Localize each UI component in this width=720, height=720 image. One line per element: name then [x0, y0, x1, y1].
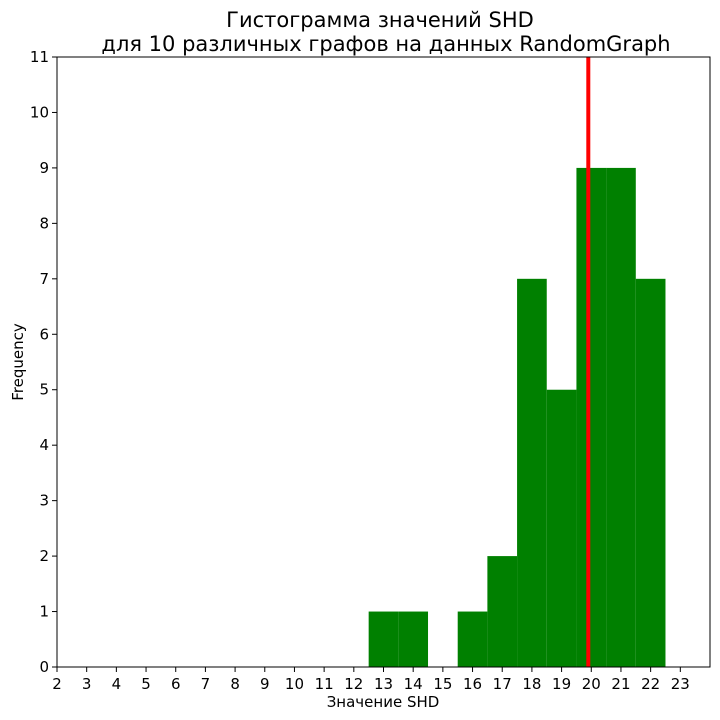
y-tick-label: 1 [39, 603, 49, 621]
histogram-bar [368, 611, 399, 667]
y-tick-label: 6 [39, 325, 49, 343]
y-axis-label: Frequency [9, 323, 27, 401]
x-tick-label: 4 [112, 675, 122, 693]
x-tick-label: 16 [463, 675, 482, 693]
histogram-bar [546, 389, 577, 667]
histogram-bar [398, 611, 429, 667]
x-tick-label: 14 [404, 675, 423, 693]
y-tick-label: 4 [39, 436, 49, 454]
chart-title-line1: Гистограмма значений SHD [226, 8, 534, 32]
x-tick-label: 20 [582, 675, 601, 693]
histogram-bar [487, 556, 518, 667]
histogram-bar [635, 278, 666, 667]
x-tick-label: 22 [641, 675, 660, 693]
x-tick-label: 11 [315, 675, 334, 693]
y-tick-label: 10 [30, 103, 49, 121]
bars-group [368, 167, 666, 667]
x-tick-label: 23 [671, 675, 690, 693]
x-tick-label: 19 [552, 675, 571, 693]
x-tick-label: 9 [260, 675, 270, 693]
x-tick-label: 13 [374, 675, 393, 693]
x-tick-label: 5 [141, 675, 151, 693]
y-tick-label: 7 [39, 270, 49, 288]
y-tick-label: 8 [39, 214, 49, 232]
x-tick-label: 10 [285, 675, 304, 693]
x-tick-label: 2 [52, 675, 62, 693]
x-tick-label: 15 [433, 675, 452, 693]
y-tick-label: 0 [39, 658, 49, 676]
histogram-bar [606, 167, 636, 667]
histogram-bar [457, 611, 488, 667]
histogram-bar [576, 167, 607, 667]
x-tick-label: 7 [201, 675, 211, 693]
x-tick-label: 6 [171, 675, 181, 693]
y-axis-ticks: 0 1 2 3 4 5 6 7 8 9 10 11 [30, 48, 57, 676]
x-tick-label: 8 [230, 675, 240, 693]
chart-title-line2: для 10 различных графов на данных Random… [101, 32, 670, 56]
x-tick-label: 3 [82, 675, 92, 693]
x-tick-label: 12 [344, 675, 363, 693]
y-tick-label: 11 [30, 48, 49, 66]
x-axis-ticks: 2 3 4 5 6 7 8 9 10 11 12 13 14 15 16 17 18 19 20 21 22 23 [52, 667, 690, 693]
y-tick-label: 3 [39, 492, 49, 510]
x-axis-label: Значение SHD [327, 693, 440, 711]
histogram-bar [517, 278, 547, 667]
y-tick-label: 9 [39, 159, 49, 177]
x-tick-label: 18 [522, 675, 541, 693]
y-tick-label: 2 [39, 547, 49, 565]
x-tick-label: 17 [493, 675, 512, 693]
y-tick-label: 5 [39, 381, 49, 399]
x-tick-label: 21 [611, 675, 630, 693]
